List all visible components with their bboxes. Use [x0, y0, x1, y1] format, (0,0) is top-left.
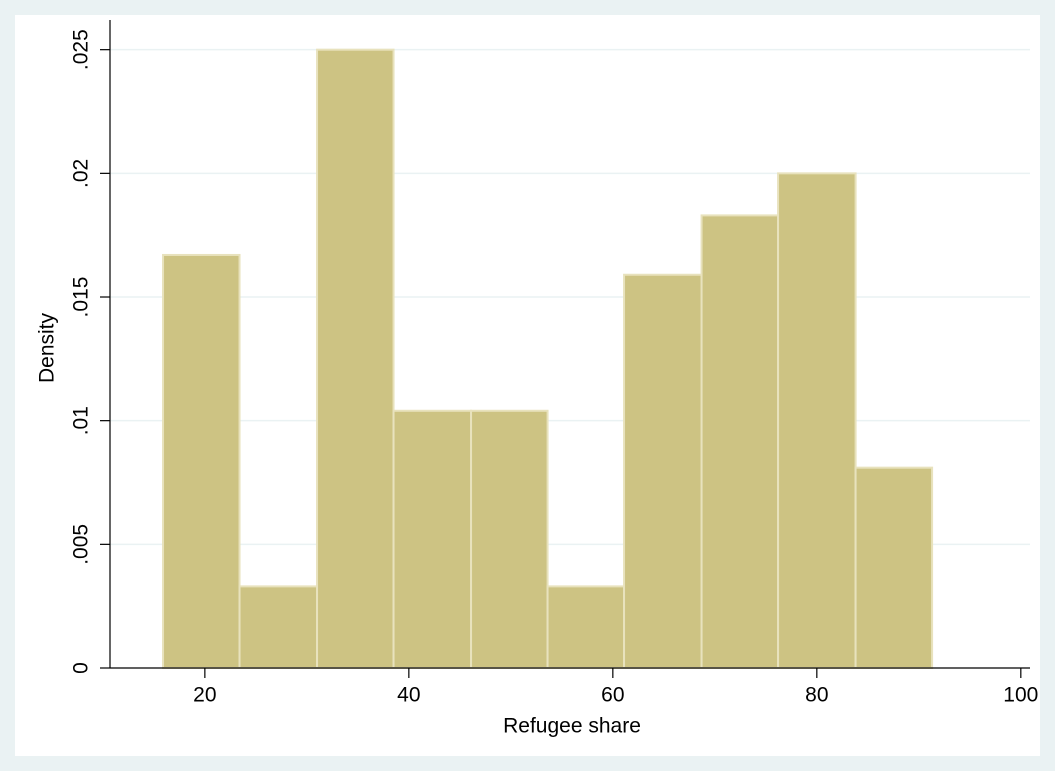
bar — [392, 409, 473, 669]
y-tick-label: 0 — [70, 662, 93, 674]
y-axis-label: Density — [36, 312, 59, 383]
bar — [777, 172, 857, 669]
y-tick-label: .015 — [70, 277, 93, 318]
y-tick-label: .005 — [70, 524, 93, 565]
x-tick-label: 80 — [805, 684, 828, 707]
bar — [546, 585, 626, 669]
x-tick-label: 20 — [193, 684, 216, 707]
x-tick-label: 60 — [601, 684, 624, 707]
x-tick-label: 100 — [1003, 684, 1038, 707]
bar — [316, 48, 395, 670]
bar — [854, 466, 934, 669]
x-axis-label: Refugee share — [503, 715, 641, 738]
bar — [700, 214, 780, 669]
bar — [470, 409, 549, 669]
bar — [162, 253, 241, 670]
y-tick-label: .025 — [70, 29, 93, 70]
bar — [623, 273, 703, 669]
y-tick-label: .02 — [70, 159, 93, 188]
y-tick-label: .01 — [70, 406, 93, 435]
bar — [238, 585, 319, 669]
x-tick-label: 40 — [397, 684, 420, 707]
